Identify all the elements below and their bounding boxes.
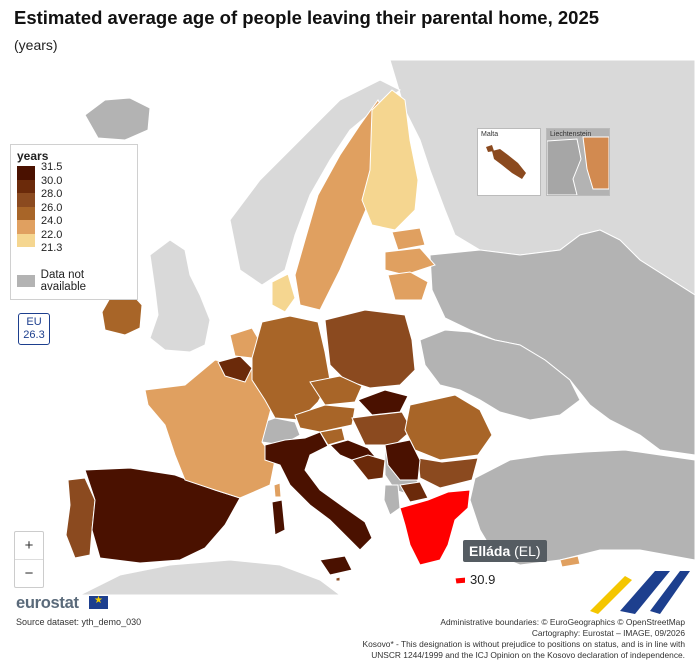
legend-label: 26.0 (41, 201, 63, 214)
legend-item: 21.3 (17, 243, 131, 261)
map-legend: years 31.5 30.0 28.0 26.0 24.0 22.0 21.3 Data … (10, 144, 138, 300)
map-credits: Administrative boundaries: © EuroGeograp… (265, 617, 685, 661)
country-serbia[interactable] (384, 439, 421, 481)
region-russia-west (429, 229, 695, 456)
legend-item: 28.0 (17, 189, 131, 207)
credit-line: UNSCR 1244/1999 and the ICJ Opinion on t… (371, 650, 685, 660)
country-albania[interactable] (383, 484, 401, 516)
country-spain[interactable] (84, 467, 241, 564)
legend-swatch (17, 166, 35, 180)
country-greece[interactable] (399, 489, 471, 566)
country-finland[interactable] (361, 89, 419, 231)
credit-line: Cartography: Eurostat – IMAGE, 09/2026 (531, 628, 685, 638)
country-tooltip: Elláda (EL) 30.9 (463, 540, 549, 589)
eu-flag-icon (89, 595, 108, 609)
country-slovakia[interactable] (357, 389, 409, 416)
inset-liechtenstein[interactable]: Liechtenstein (546, 128, 610, 196)
legend-title: years (17, 149, 49, 163)
tooltip-value: 30.9 (465, 570, 549, 589)
eu-average-badge: EU 26.3 (18, 313, 50, 345)
zoom-out-button[interactable]: − (24, 565, 34, 582)
eurostat-corner-graphic (590, 571, 690, 614)
country-romania[interactable] (404, 394, 493, 461)
legend-item: 31.5 (17, 162, 131, 180)
legend-label: 24.0 (41, 215, 63, 227)
country-corsica[interactable] (273, 482, 282, 498)
country-poland[interactable] (324, 309, 416, 389)
country-belgium[interactable] (217, 355, 253, 383)
tooltip-header: Elláda (EL) (463, 540, 547, 562)
region-ukraine (419, 329, 581, 421)
country-austria[interactable] (294, 404, 356, 433)
country-bih[interactable] (351, 454, 386, 481)
legend-na-item: Data not available (17, 269, 131, 293)
region-uk (149, 239, 211, 353)
country-lithuania[interactable] (387, 271, 429, 301)
inset-malta[interactable]: Malta (477, 128, 541, 196)
legend-na-label: Data not available (40, 268, 87, 293)
source-dataset: Source dataset: yth_demo_030 (16, 617, 142, 627)
eu-badge-value: 26.3 (23, 329, 45, 341)
legend-label: 22.0 (41, 228, 63, 241)
eu-badge-label: EU (26, 316, 42, 328)
legend-item: 26.0 (17, 202, 131, 220)
country-sicily[interactable] (319, 555, 353, 576)
credit-line: Kosovo* - This designation is without pr… (362, 639, 685, 649)
legend-label: 30.0 (41, 174, 63, 187)
legend-swatch (17, 220, 35, 234)
inset-malta-label: Malta (481, 131, 499, 138)
legend-label: 31.5 (41, 161, 63, 173)
country-hungary[interactable] (351, 411, 413, 446)
country-cyprus[interactable] (559, 555, 581, 568)
region-north-africa (79, 559, 341, 595)
zoom-in-button[interactable]: + (15, 532, 43, 560)
legend-swatch (17, 233, 35, 247)
legend-item: 30.0 (17, 175, 131, 193)
inset-liechtenstein-label: Liechtenstein (550, 131, 592, 138)
legend-label: 28.0 (41, 188, 63, 200)
legend-na-swatch (17, 274, 35, 287)
map-title: Estimated average age of people leaving … (14, 7, 600, 28)
country-portugal[interactable] (65, 477, 96, 559)
credit-line: Administrative boundaries: © EuroGeograp… (440, 617, 685, 627)
map-subtitle: (years) (14, 37, 58, 53)
country-latvia[interactable] (384, 247, 436, 276)
legend-swatch (17, 179, 35, 193)
legend-label: 21.3 (41, 242, 63, 254)
region-iceland (84, 97, 151, 141)
tooltip-country: Elláda (469, 543, 511, 559)
legend-swatch (17, 193, 35, 207)
zoom-control: + − (14, 531, 44, 588)
country-bulgaria[interactable] (417, 457, 479, 489)
legend-item: 22.0 (17, 229, 131, 247)
country-estonia[interactable] (391, 227, 426, 251)
country-italy[interactable] (264, 431, 373, 551)
eurostat-logo[interactable]: eurostat (16, 594, 79, 612)
tooltip-code: (EL) (514, 543, 541, 559)
country-malta[interactable] (335, 576, 341, 582)
country-north-macedonia[interactable] (399, 481, 429, 503)
country-denmark[interactable] (271, 273, 296, 313)
country-czechia[interactable] (309, 375, 363, 406)
country-sardinia[interactable] (271, 499, 286, 536)
legend-swatch (17, 206, 35, 220)
legend-item: 24.0 (17, 216, 131, 234)
region-norway (229, 79, 401, 286)
